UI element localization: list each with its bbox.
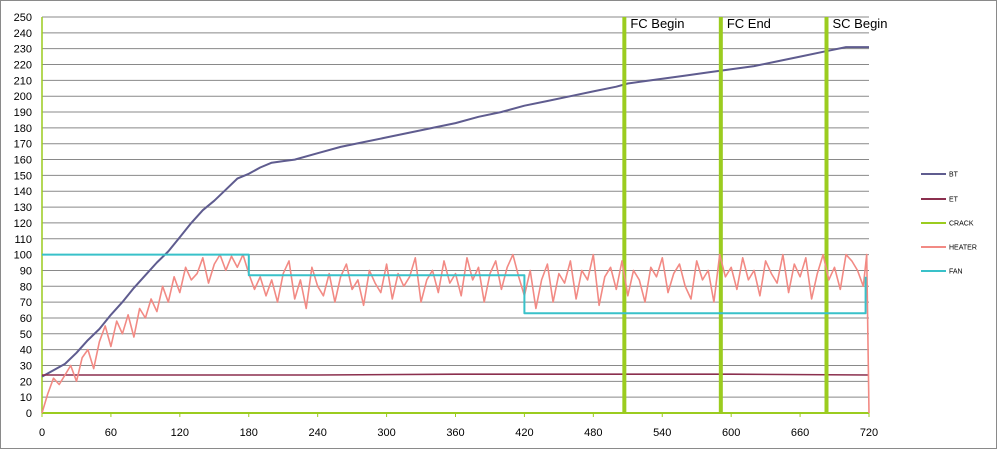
series-line-fan <box>42 253 867 315</box>
y-tick-label: 30 <box>20 360 32 372</box>
y-tick-label: 220 <box>14 60 32 72</box>
y-tick-label: 240 <box>14 28 32 40</box>
y-tick-label: 40 <box>20 345 32 357</box>
x-tick-label: 720 <box>860 427 878 439</box>
legend-label-et: ET <box>949 197 959 204</box>
x-tick-label: 420 <box>515 427 533 439</box>
x-tick-label: 660 <box>791 427 809 439</box>
y-tick-labels: 0 10 20 30 40 50 60 70 80 90 100 110 120 130 140 150 160… <box>14 12 32 420</box>
y-tick-label: 90 <box>20 265 32 277</box>
legend-label-bt: BT <box>949 172 959 179</box>
x-tick-label: 240 <box>308 427 326 439</box>
y-tick-label: 10 <box>20 392 32 404</box>
crack-annotation-label: SC Begin <box>833 16 888 31</box>
y-tick-label: 170 <box>14 139 32 151</box>
y-tick-label: 130 <box>14 202 32 214</box>
x-tick-label: 600 <box>722 427 740 439</box>
y-tick-label: 0 <box>26 408 32 420</box>
y-tick-label: 230 <box>14 44 32 56</box>
y-tick-label: 70 <box>20 297 32 309</box>
crack-annotation-label: FC End <box>727 16 771 31</box>
chart-series <box>41 17 870 414</box>
y-tick-label: 190 <box>14 107 32 119</box>
y-tick-label: 140 <box>14 186 32 198</box>
y-tick-label: 160 <box>14 155 32 167</box>
legend-label-heater: HEATER <box>949 245 977 252</box>
y-tick-label: 150 <box>14 170 32 182</box>
crack-annotation-label: FC Begin <box>630 16 684 31</box>
y-tick-label: 60 <box>20 313 32 325</box>
y-tick-label: 120 <box>14 218 32 230</box>
y-tick-label: 110 <box>14 234 32 246</box>
x-tick-label: 360 <box>446 427 464 439</box>
legend-label-crack: CRACK <box>949 221 974 228</box>
y-tick-label: 210 <box>14 75 32 87</box>
y-tick-label: 20 <box>20 376 32 388</box>
y-tick-label: 100 <box>14 250 32 262</box>
x-tick-label: 180 <box>240 427 258 439</box>
y-tick-label: 200 <box>14 91 32 103</box>
x-tick-label: 60 <box>105 427 117 439</box>
series-line-bt <box>41 46 869 378</box>
x-tick-label: 0 <box>39 427 45 439</box>
x-tick-label: 540 <box>653 427 671 439</box>
x-tick-label: 120 <box>171 427 189 439</box>
y-tick-label: 180 <box>14 123 32 135</box>
x-tick-label: 480 <box>584 427 602 439</box>
series-line-et <box>42 373 870 376</box>
chart-grid <box>42 16 869 398</box>
x-tick-labels: 0 60 120 180 240 300 360 420 480 540 600 660 720 <box>39 427 878 439</box>
crack-annotations: FC Begin FC End SC Begin <box>630 16 887 31</box>
series-line-heater <box>41 253 870 414</box>
legend-label-fan: FAN <box>949 269 963 276</box>
chart-axes <box>41 17 870 417</box>
y-tick-label: 80 <box>20 281 32 293</box>
x-tick-label: 300 <box>377 427 395 439</box>
chart-legend: BT ET CRACK HEATER FAN <box>921 172 977 276</box>
y-tick-label: 250 <box>14 12 32 24</box>
y-tick-label: 50 <box>20 329 32 341</box>
